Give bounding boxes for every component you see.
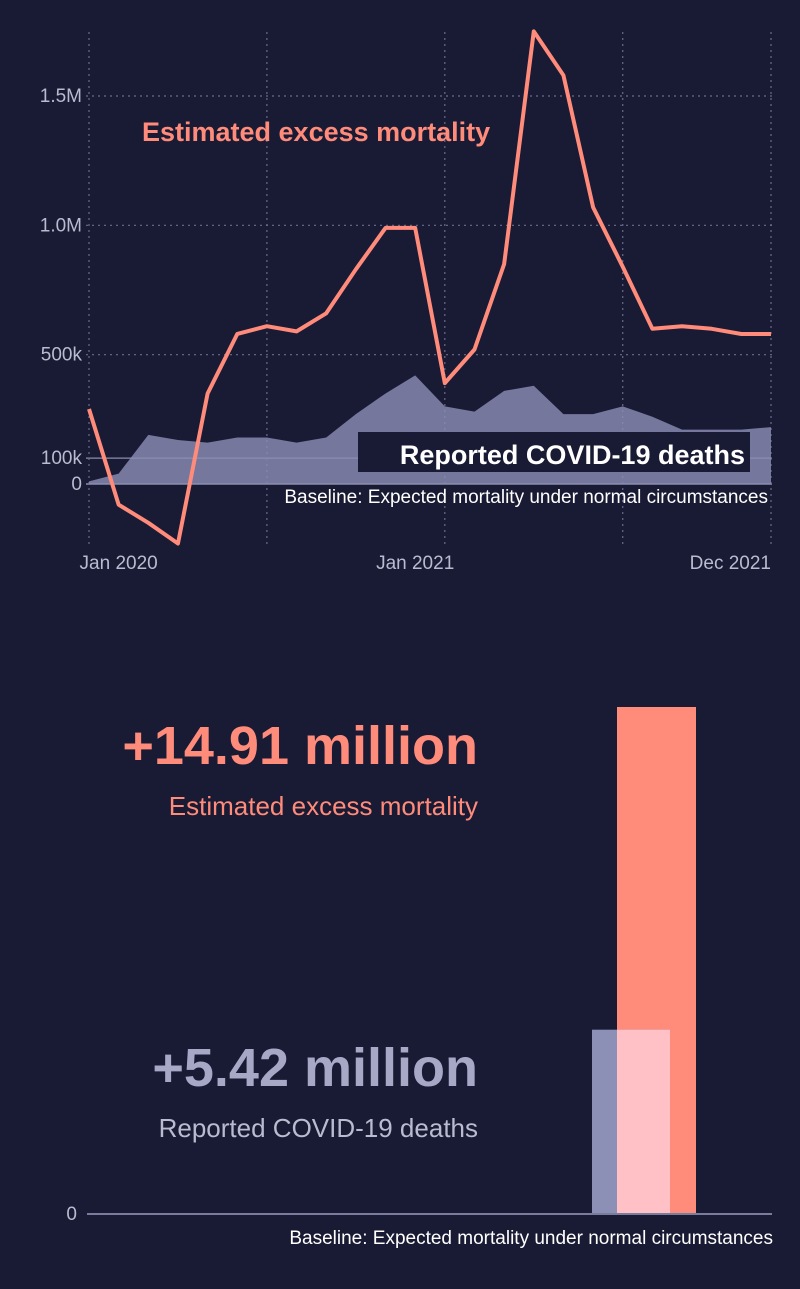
- series-line-excess: [87, 29, 771, 546]
- excess-series-label: Estimated excess mortality: [142, 117, 490, 147]
- y-tick-label: 500k: [41, 345, 83, 366]
- excess-mortality-line-chart: 0 100k 500k 1.0M 1.5M Jan 2020 Jan 2021 Dec 202…: [40, 29, 772, 574]
- y-tick-label: 100k: [41, 448, 83, 469]
- reported-total-label: Reported COVID-19 deaths: [159, 1113, 478, 1143]
- x-tick-label: Dec 2021: [690, 553, 771, 574]
- bar-baseline-label: Baseline: Expected mortality under norma…: [289, 1228, 773, 1249]
- grid-layer: 0 100k 500k 1.0M 1.5M Jan 2020 Jan 2021 Dec 202…: [40, 32, 772, 574]
- baseline-label: Baseline: Expected mortality under norma…: [284, 487, 768, 508]
- reported-label-bg: [358, 432, 750, 472]
- bar-zero-tick: 0: [66, 1204, 77, 1225]
- total-bar-chart: +14.91 million Estimated excess mortalit…: [66, 707, 773, 1249]
- excess-total-label: Estimated excess mortality: [169, 791, 478, 821]
- x-tick-label: Jan 2020: [80, 553, 158, 574]
- bar-overlap: [617, 1029, 670, 1214]
- excess-line-layer: [87, 29, 771, 546]
- bars-layer: [592, 707, 696, 1214]
- y-tick-label: 0: [71, 474, 82, 495]
- x-tick-label: Jan 2021: [376, 553, 454, 574]
- line-chart-labels: Estimated excess mortality Reported COVI…: [142, 117, 768, 508]
- y-tick-label: 1.5M: [40, 86, 82, 107]
- y-tick-label: 1.0M: [40, 215, 82, 236]
- reported-total-value: +5.42 million: [152, 1038, 478, 1098]
- reported-series-label: Reported COVID-19 deaths: [400, 440, 745, 470]
- excess-total-value: +14.91 million: [122, 716, 478, 776]
